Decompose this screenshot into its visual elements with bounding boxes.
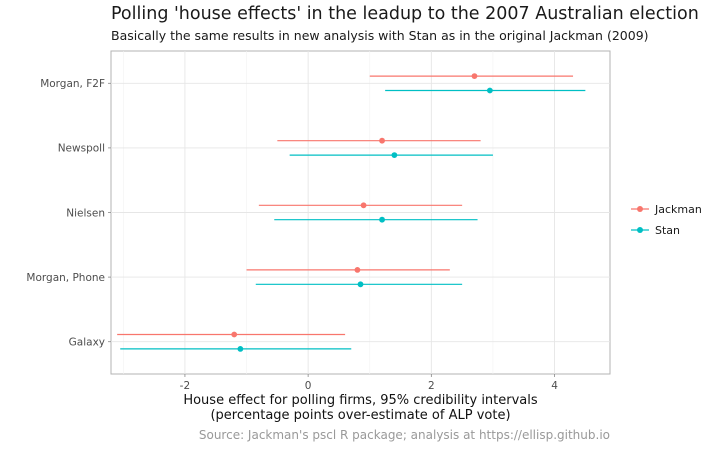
x-tick-label: 0 [305, 380, 312, 392]
point [391, 152, 398, 159]
y-tick-label: Newspoll [58, 143, 105, 155]
y-tick-label: Galaxy [69, 337, 105, 349]
point [379, 216, 385, 223]
point [231, 331, 238, 338]
point [357, 281, 364, 288]
x-axis-label-line1: House effect for polling firms, 95% cred… [183, 393, 538, 408]
x-tick-label: 2 [428, 380, 435, 392]
legend: Jackman Stan [631, 203, 702, 237]
x-axis: -2 0 2 4 [180, 374, 558, 392]
chart-subtitle: Basically the same results in new analys… [111, 28, 649, 43]
point [354, 267, 361, 273]
marks-layer [117, 73, 586, 352]
point [471, 73, 478, 79]
legend-label: Jackman [654, 203, 702, 216]
point [237, 346, 244, 352]
legend-key-point [637, 206, 643, 212]
chart-title: Polling 'house effects' in the leadup to… [111, 4, 699, 24]
x-axis-label-line2: (percentage points over-estimate of ALP … [210, 408, 511, 423]
y-tick-label: Morgan, F2F [40, 78, 105, 90]
legend-label: Stan [655, 224, 680, 237]
x-axis-label: House effect for polling firms, 95% cred… [111, 393, 610, 423]
x-tick-label: 4 [551, 380, 558, 392]
point [486, 87, 493, 94]
legend-key-point [637, 227, 643, 233]
point [379, 137, 385, 144]
grid-layer [111, 51, 610, 374]
chart-caption: Source: Jackman's pscl R package; analys… [198, 428, 610, 442]
y-axis: Morgan, F2F Newspoll Nielsen Morgan, Phone G… [26, 78, 111, 349]
y-tick-label: Morgan, Phone [26, 272, 105, 284]
y-tick-label: Nielsen [66, 207, 105, 219]
x-tick-label: -2 [180, 380, 190, 392]
point [360, 202, 367, 209]
